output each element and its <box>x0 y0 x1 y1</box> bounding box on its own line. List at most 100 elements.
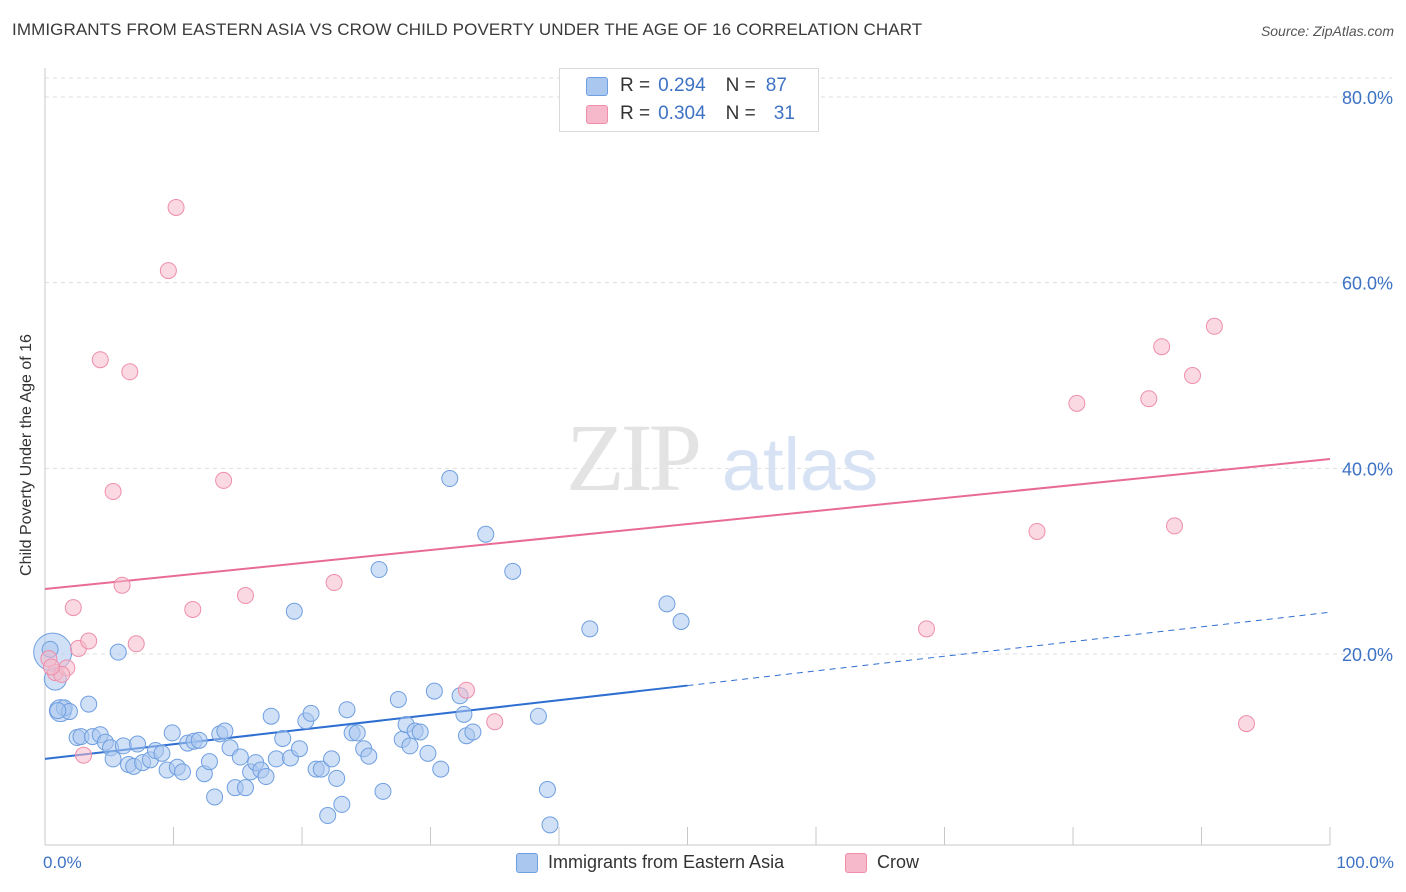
data-points <box>33 198 1255 834</box>
eastern-asia-point <box>190 731 208 749</box>
legend-item-eastern-asia: Immigrants from Eastern Asia <box>516 852 784 873</box>
eastern-asia-point <box>348 724 366 742</box>
eastern-asia-point <box>319 807 337 825</box>
crow-point <box>1237 715 1255 733</box>
legend-swatch-crow <box>845 852 867 873</box>
crow-point <box>159 262 177 280</box>
eastern-asia-point <box>425 682 443 700</box>
eastern-asia-point <box>80 695 98 713</box>
eastern-asia-point <box>262 707 280 725</box>
r-value: 0.304 <box>658 103 706 124</box>
eastern-asia-point <box>338 701 356 719</box>
crow-point <box>1184 367 1202 384</box>
eastern-asia-point <box>374 782 392 800</box>
eastern-asia-point <box>173 763 191 781</box>
n-value: 31 <box>773 103 795 124</box>
crow-point <box>1166 517 1184 535</box>
eastern-asia-point <box>114 737 132 755</box>
eastern-asia-point <box>658 595 676 613</box>
eastern-asia-point <box>455 705 473 723</box>
eastern-asia-point <box>333 795 351 813</box>
eastern-asia-point <box>370 561 388 579</box>
crow-point <box>215 471 233 489</box>
x-tick-label-max: 100.0% <box>1336 853 1394 872</box>
eastern-asia-point <box>411 723 429 741</box>
eastern-asia-point <box>274 729 292 747</box>
trend-line-crow <box>44 458 1331 591</box>
crow-point <box>91 351 109 369</box>
eastern-asia-point <box>538 781 556 799</box>
eastern-asia-point <box>432 760 450 778</box>
crow-point <box>1028 522 1046 540</box>
stats-legend: R = 0.294 N = 87 R = 0.304 N = 31 <box>559 68 819 132</box>
eastern-asia-point <box>163 724 181 742</box>
stats-row-eastern-asia: R = 0.294 N = 87 <box>586 75 787 97</box>
legend-swatch-crow <box>586 104 608 124</box>
eastern-asia-point <box>236 779 254 797</box>
eastern-asia-point <box>360 747 378 765</box>
n-key: N = <box>725 75 756 96</box>
eastern-asia-point <box>285 602 303 620</box>
stats-row-crow: R = 0.304 N = 31 <box>586 103 795 125</box>
crow-point <box>236 587 254 605</box>
eastern-asia-point <box>129 735 147 753</box>
legend-swatch-eastern-asia <box>516 852 538 873</box>
eastern-asia-point <box>672 613 690 631</box>
crow-point <box>325 574 343 592</box>
crow-point <box>80 632 98 650</box>
crow-point <box>42 658 60 676</box>
watermark-atlas: atlas <box>722 423 878 506</box>
crow-point <box>1153 338 1171 356</box>
legend-label-crow: Crow <box>877 852 920 872</box>
eastern-asia-point <box>290 740 308 758</box>
eastern-asia-point <box>257 768 275 786</box>
r-value: 0.294 <box>658 75 706 96</box>
crow-point <box>486 713 504 731</box>
eastern-asia-point <box>104 750 122 768</box>
eastern-asia-point <box>200 753 218 771</box>
n-key: N = <box>725 103 756 124</box>
series-legend: Immigrants from Eastern Asia Crow <box>0 852 1406 876</box>
y-tick-label: 80.0% <box>1342 88 1393 108</box>
eastern-asia-point <box>267 750 285 768</box>
r-key: R = <box>620 75 651 96</box>
crow-point <box>184 600 202 618</box>
legend-label-eastern-asia: Immigrants from Eastern Asia <box>548 852 785 872</box>
legend-swatch-eastern-asia <box>586 76 608 96</box>
eastern-asia-point <box>302 704 320 722</box>
eastern-asia-point <box>328 769 346 787</box>
y-tick-label: 40.0% <box>1342 459 1393 479</box>
eastern-asia-point <box>401 737 419 755</box>
eastern-asia-point <box>109 643 127 661</box>
crow-point <box>1205 317 1223 335</box>
crow-point <box>64 599 82 617</box>
crow-point <box>104 483 122 501</box>
crow-point <box>457 681 475 699</box>
eastern-asia-point <box>419 744 437 762</box>
chart-title: IMMIGRANTS FROM EASTERN ASIA VS CROW CHI… <box>12 20 923 39</box>
watermark: ZIP atlas <box>566 404 878 511</box>
y-tick-labels: 80.0% 60.0% 40.0% 20.0% <box>1342 88 1393 665</box>
eastern-asia-point <box>529 707 547 725</box>
eastern-asia-point <box>464 723 482 741</box>
eastern-asia-point <box>216 722 234 740</box>
legend-item-crow: Crow <box>845 852 919 873</box>
crow-point <box>113 576 131 594</box>
crow-point <box>121 363 139 381</box>
crow-point <box>1068 394 1086 412</box>
axes <box>44 68 1331 846</box>
eastern-asia-point <box>312 760 330 778</box>
crow-point <box>75 746 93 764</box>
eastern-asia-point <box>49 702 67 720</box>
y-tick-label: 60.0% <box>1342 274 1393 294</box>
eastern-asia-point <box>206 788 224 806</box>
y-tick-label: 20.0% <box>1342 645 1393 665</box>
x-tick-label-min: 0.0% <box>43 853 82 872</box>
r-key: R = <box>620 103 651 124</box>
eastern-asia-point <box>541 816 559 834</box>
eastern-asia-point <box>323 750 341 768</box>
eastern-asia-point <box>477 525 495 543</box>
eastern-asia-point <box>231 748 249 766</box>
n-value: 87 <box>765 75 787 96</box>
